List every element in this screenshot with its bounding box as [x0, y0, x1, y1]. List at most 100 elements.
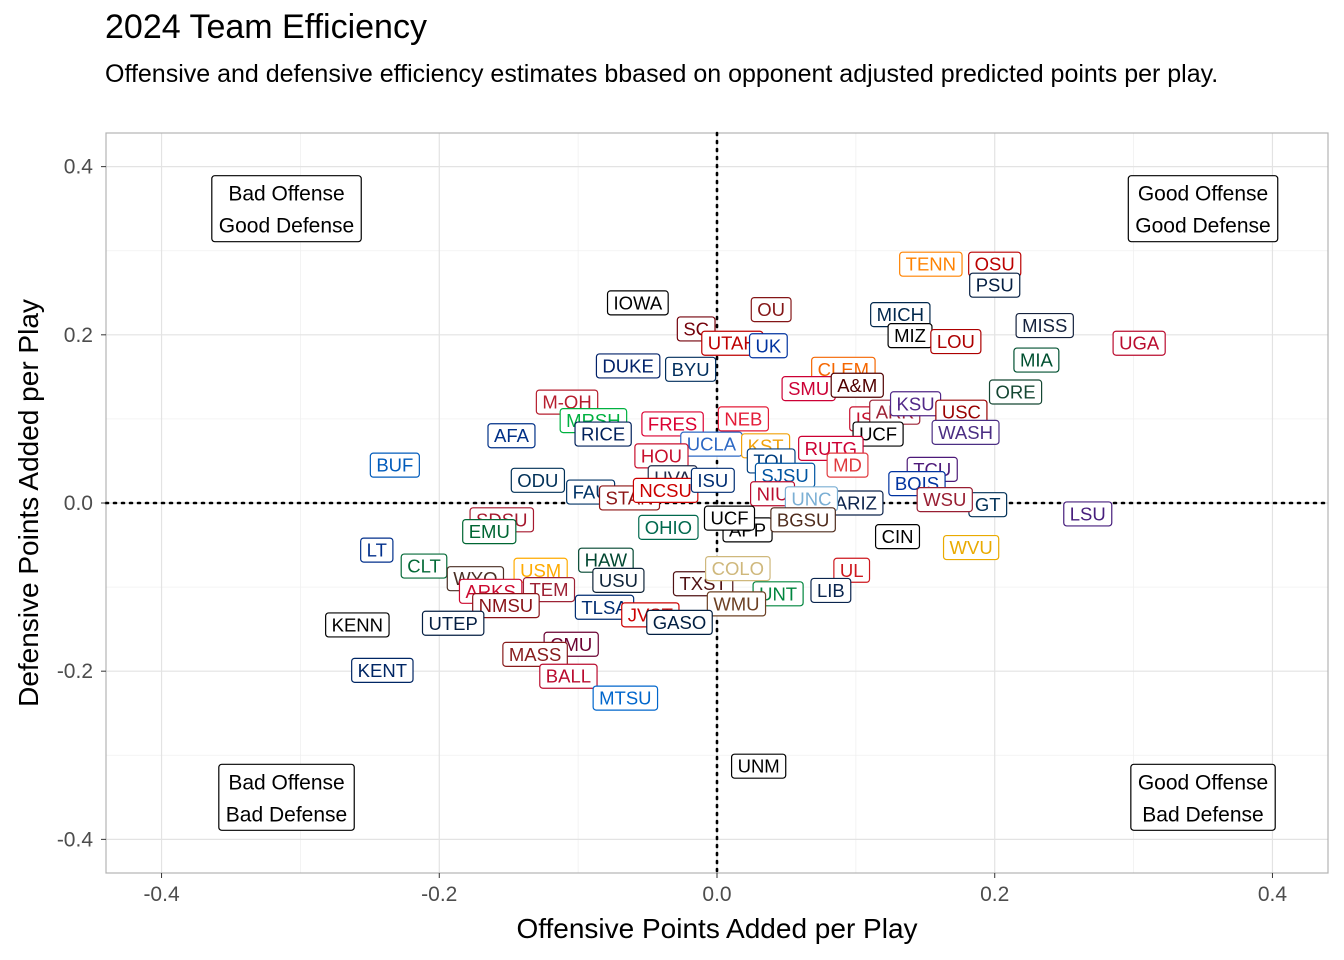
team-label-uk: UK — [748, 333, 788, 359]
quadrant-label-line: Bad Defense — [1142, 803, 1263, 826]
team-label-utep: UTEP — [421, 610, 485, 636]
team-label-text: UCF — [859, 424, 897, 445]
team-label-box — [592, 567, 645, 593]
team-label-box — [1112, 330, 1166, 356]
team-label-box — [706, 591, 767, 617]
team-label-text: UCLA — [687, 434, 737, 455]
team-label-uga: UGA — [1112, 330, 1166, 356]
team-label-box — [1013, 347, 1060, 373]
team-label-emu: EMU — [462, 518, 517, 545]
team-label-odu: ODU — [510, 467, 566, 493]
quadrant-label-line: Good Offense — [1138, 771, 1268, 794]
team-label-smu: SMU — [781, 376, 836, 402]
team-label-text: SMU — [788, 378, 829, 399]
team-label-kent: KENT — [351, 657, 414, 683]
team-label-box — [899, 251, 963, 277]
quadrant-label-line: Good Offense — [1138, 183, 1268, 206]
team-label-neb: NEB — [717, 406, 770, 432]
team-label-utah: UTAH — [701, 330, 764, 356]
team-label-text: TENN — [906, 254, 956, 275]
team-label-ariz: ARIZ — [828, 490, 884, 516]
team-label-text: COLO — [712, 558, 764, 579]
team-label-text: OSU — [975, 254, 1015, 275]
team-label-text: BGSU — [777, 509, 829, 530]
team-label-text: GASO — [653, 612, 706, 633]
team-label-text: ORE — [996, 382, 1036, 403]
team-label-text: EMU — [469, 521, 510, 542]
team-label-text: GT — [975, 494, 1001, 515]
team-label-box — [826, 452, 869, 478]
team-label-box — [750, 296, 792, 323]
quadrant-label-line: Bad Offense — [228, 183, 344, 206]
team-label-text: UCF — [710, 508, 748, 529]
team-label-cin: CIN — [874, 524, 921, 550]
team-label-box — [539, 663, 598, 689]
team-label-unm: UNM — [730, 753, 787, 779]
team-label-text: SJSU — [761, 465, 808, 486]
team-label-text: NMSU — [479, 595, 533, 616]
team-label-text: OHIO — [645, 517, 692, 538]
team-label-text: DUKE — [602, 355, 653, 376]
team-label-ncsu: NCSU — [632, 477, 699, 503]
team-label-box — [1015, 312, 1074, 339]
team-label-box — [421, 610, 485, 636]
team-label-iowa: IOWA — [606, 290, 669, 316]
team-label-text: CLT — [407, 556, 441, 577]
team-label-gaso: GASO — [646, 609, 713, 636]
team-label-text: KENN — [332, 614, 383, 635]
team-label-wash: WASH — [931, 419, 1000, 445]
team-label-box — [942, 534, 1000, 561]
team-label-psu: PSU — [969, 272, 1021, 298]
chart-subtitle: Offensive and defensive efficiency estim… — [105, 60, 1219, 88]
chart-title: 2024 Team Efficiency — [105, 8, 427, 46]
team-label-text: UGA — [1119, 333, 1160, 354]
team-label-box — [369, 452, 420, 478]
team-label-mia: MIA — [1013, 347, 1060, 373]
team-label-tlsa: TLSA — [574, 594, 635, 620]
y-tick-label: 0.4 — [64, 156, 94, 179]
team-label-kenn: KENN — [325, 612, 390, 638]
team-label-box — [931, 419, 1000, 445]
team-label-box — [988, 379, 1043, 405]
quadrant-label-line: Good Defense — [1135, 215, 1270, 238]
team-label-text: WASH — [938, 422, 993, 443]
team-label-box — [462, 518, 517, 545]
team-label-text: KSU — [897, 393, 935, 414]
team-label-text: ISU — [697, 470, 728, 491]
team-label-osu: OSU — [968, 251, 1022, 277]
y-tick-label: 0.2 — [64, 324, 93, 347]
team-label-text: BYU — [672, 359, 710, 380]
x-tick-label: 0.0 — [702, 883, 731, 906]
team-label-text: NEB — [724, 408, 762, 429]
team-label-box — [400, 553, 448, 579]
team-label-text: MISS — [1022, 315, 1067, 336]
team-label-text: TLSA — [581, 597, 628, 618]
team-label-box — [703, 505, 756, 531]
team-label-box — [717, 406, 770, 432]
team-label-mich: MICH — [870, 302, 931, 328]
quadrant-label: Good Offense Bad Defense — [1130, 763, 1276, 831]
team-label-text: HAW — [585, 550, 628, 571]
team-label-text: RICE — [581, 424, 625, 445]
team-label-box — [360, 537, 394, 563]
x-tick-label: 0.4 — [1258, 883, 1288, 906]
team-label-wvu: WVU — [942, 534, 1000, 561]
team-label-text: OU — [757, 299, 785, 320]
team-label-box — [969, 272, 1021, 298]
team-label-text: MASS — [509, 644, 561, 665]
y-axis-ticks: -0.4 -0.2 0.0 0.2 0.4 — [57, 156, 106, 851]
team-label-isu: ISU — [690, 467, 735, 493]
team-label-box — [472, 592, 540, 619]
team-label-box — [638, 514, 699, 540]
team-label-box — [830, 372, 884, 398]
team-label-box — [1063, 501, 1113, 527]
team-label-lt: LT — [360, 537, 394, 563]
team-label-box — [748, 333, 788, 359]
team-label-text: BUF — [376, 455, 413, 476]
team-label-colo: COLO — [705, 555, 771, 582]
team-label-text: LIB — [817, 580, 845, 601]
team-label-usu: USU — [592, 567, 645, 593]
team-label-fres: FRES — [641, 411, 704, 437]
team-label-ucf: UCF — [703, 505, 756, 531]
